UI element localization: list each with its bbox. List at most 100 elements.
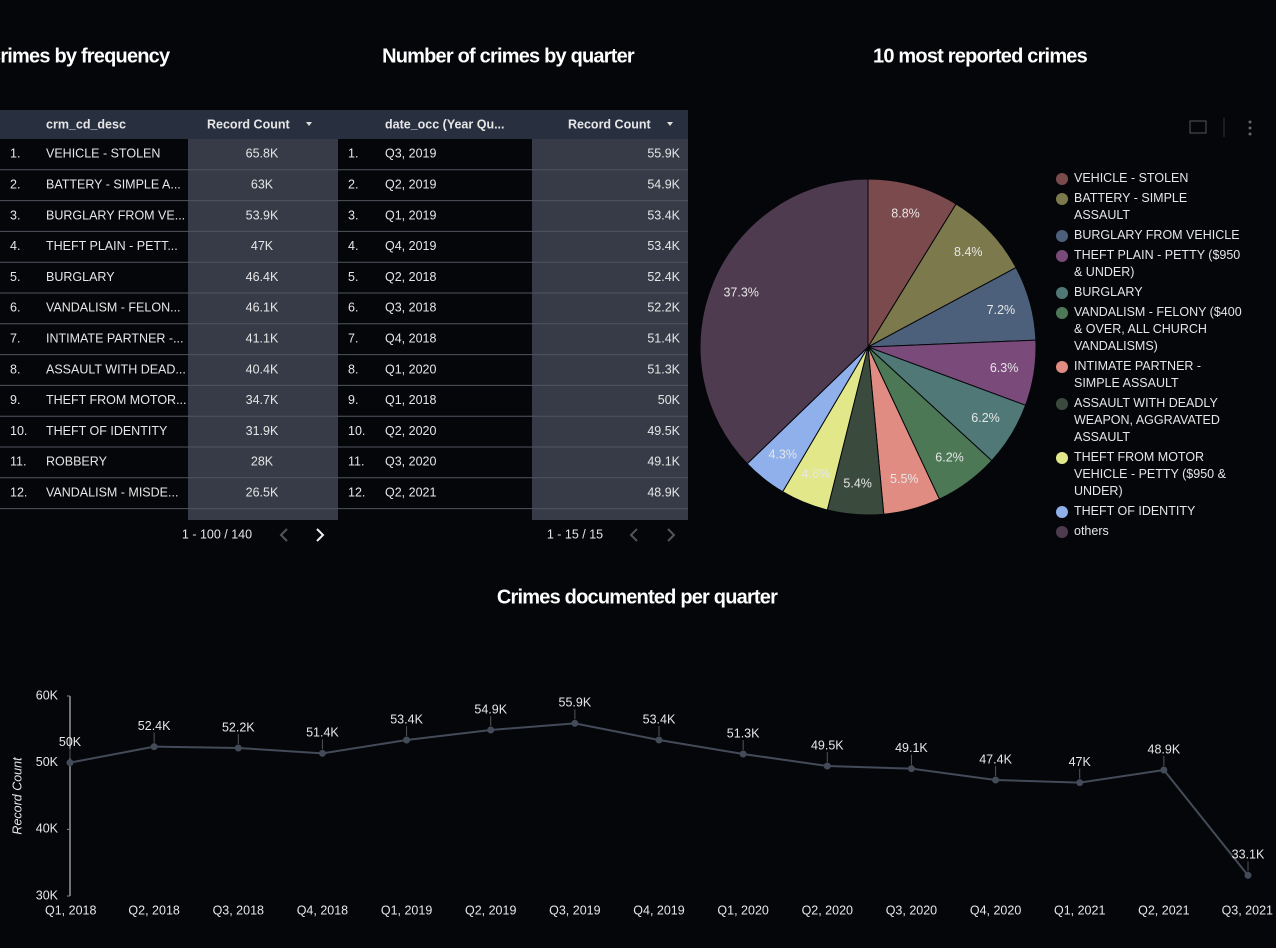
next-page[interactable] xyxy=(316,528,325,542)
row-number: 11. xyxy=(10,455,26,469)
slice-label: 6.2% xyxy=(971,411,1000,425)
pagination: 1 - 100 / 140 xyxy=(182,527,252,541)
row-count: 46.1K xyxy=(246,301,279,315)
legend-entry: BURGLARY xyxy=(1056,284,1246,301)
data-point xyxy=(66,759,74,767)
row-count: 47K xyxy=(251,239,274,253)
legend-swatch xyxy=(1056,286,1068,299)
slice-label: 8.4% xyxy=(954,245,983,259)
row-label: Q2, 2019 xyxy=(385,177,436,191)
slice-label: 8.8% xyxy=(891,207,920,221)
table-title: Crimes by frequency xyxy=(0,45,171,67)
data-point xyxy=(1076,779,1084,787)
row-count: 49.1K xyxy=(647,455,680,469)
row-number: 5. xyxy=(10,270,20,284)
chart-title: 10 most reported crimes xyxy=(873,45,1088,67)
legend-entry: INTIMATE PARTNER - SIMPLE ASSAULT xyxy=(1056,358,1246,392)
slice-label: 6.2% xyxy=(935,450,964,464)
row-number: 4. xyxy=(348,239,358,253)
row-label: Q2, 2021 xyxy=(385,485,436,499)
column-header: date_occ (Year Qu... xyxy=(385,117,505,131)
legend-label: THEFT OF IDENTITY xyxy=(1074,504,1196,518)
legend-swatch xyxy=(1056,306,1068,319)
pie-slice xyxy=(867,178,957,349)
row-label: Q3, 2020 xyxy=(385,455,436,469)
data-label: 53.4K xyxy=(390,712,423,726)
row-count: 53.4K xyxy=(647,239,680,253)
menu-dot[interactable] xyxy=(1248,120,1252,124)
count-column xyxy=(188,139,338,520)
legend-swatch xyxy=(1056,172,1068,185)
row-number: 2. xyxy=(10,177,20,191)
row-count: 55.9K xyxy=(647,147,680,161)
row-count: 40.4K xyxy=(246,362,279,376)
legend-label: BURGLARY xyxy=(1074,285,1143,299)
row-count: 52.2K xyxy=(647,301,680,315)
legend-swatch xyxy=(1056,360,1068,373)
x-tick-label: Q3, 2020 xyxy=(886,903,937,917)
row-count: 49.5K xyxy=(647,424,680,438)
x-tick-label: Q2, 2018 xyxy=(128,903,179,917)
row-label: BATTERY - SIMPLE A... xyxy=(46,177,181,191)
x-tick-label: Q2, 2021 xyxy=(1138,903,1189,917)
sort-arrow[interactable] xyxy=(306,122,312,126)
row-count: 26.5K xyxy=(246,485,279,499)
slice-label: 6.3% xyxy=(990,361,1019,375)
data-label: 47.4K xyxy=(979,752,1012,766)
row-number: 3. xyxy=(348,208,358,222)
prev-page[interactable] xyxy=(629,528,638,542)
row-number: 11. xyxy=(348,455,364,469)
chart-title: Crimes documented per quarter xyxy=(497,586,778,608)
data-point xyxy=(234,744,242,752)
column-header: Record Count xyxy=(207,117,290,131)
row-number: 7. xyxy=(10,331,20,345)
row-label: BURGLARY FROM VE... xyxy=(46,208,185,222)
legend-swatch xyxy=(1056,229,1068,242)
legend-entry: ASSAULT WITH DEADLY WEAPON, AGGRAVATED A… xyxy=(1056,395,1246,446)
legend-entry: THEFT OF IDENTITY xyxy=(1056,503,1246,520)
row-number: 12. xyxy=(10,485,27,499)
row-label: Q3, 2019 xyxy=(385,147,436,161)
row-number: 1. xyxy=(10,147,20,161)
row-count: 34.7K xyxy=(246,393,279,407)
legend-swatch xyxy=(1056,397,1068,410)
menu-dot[interactable] xyxy=(1248,132,1252,136)
row-label: Q4, 2018 xyxy=(385,331,436,345)
pie-legend: VEHICLE - STOLEN BATTERY - SIMPLE ASSAULT… xyxy=(1056,170,1246,543)
row-label: VANDALISM - MISDE... xyxy=(46,485,178,499)
prev-page[interactable] xyxy=(279,528,288,542)
y-tick-label: 60K xyxy=(36,688,59,702)
pie-menu[interactable] xyxy=(1189,118,1252,137)
row-count: 54.9K xyxy=(647,177,680,191)
row-number: 10. xyxy=(10,424,27,438)
x-tick-label: Q4, 2020 xyxy=(970,903,1021,917)
x-tick-label: Q1, 2019 xyxy=(381,903,432,917)
row-count: 31.9K xyxy=(246,424,279,438)
x-tick-label: Q1, 2021 xyxy=(1054,903,1105,917)
row-count: 51.3K xyxy=(647,362,680,376)
data-label: 52.4K xyxy=(138,719,171,733)
data-point xyxy=(150,743,158,751)
row-count: 50K xyxy=(658,393,681,407)
x-tick-label: Q3, 2018 xyxy=(213,903,264,917)
row-label: ASSAULT WITH DEAD... xyxy=(46,362,186,376)
row-label: ROBBERY xyxy=(46,455,108,469)
data-point xyxy=(571,719,579,727)
row-count: 53.9K xyxy=(246,208,279,222)
row-count: 53.4K xyxy=(647,208,680,222)
x-tick-label: Q2, 2020 xyxy=(802,903,853,917)
legend-entry: THEFT FROM MOTOR VEHICLE - PETTY ($950 &… xyxy=(1056,449,1246,500)
data-label: 49.5K xyxy=(811,738,844,752)
x-tick-label: Q2, 2019 xyxy=(465,903,516,917)
sort-icon[interactable] xyxy=(1189,120,1207,134)
pagination: 1 - 15 / 15 xyxy=(547,527,603,541)
data-label: 48.9K xyxy=(1148,742,1181,756)
x-tick-label: Q1, 2018 xyxy=(45,903,96,917)
menu-dot[interactable] xyxy=(1248,126,1252,130)
next-page[interactable] xyxy=(667,528,676,542)
pie-slice xyxy=(866,203,1017,349)
row-count: 65.8K xyxy=(246,147,279,161)
sort-arrow[interactable] xyxy=(667,122,673,126)
